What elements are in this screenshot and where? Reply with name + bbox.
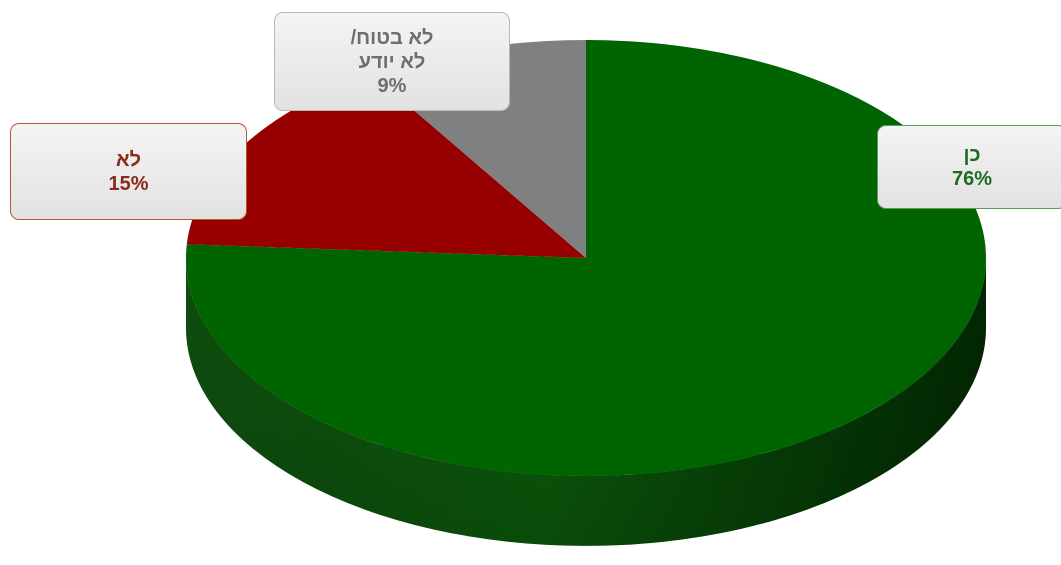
data-label-no: לא 15%: [10, 123, 247, 220]
data-label-yes: כן 76%: [877, 125, 1061, 209]
slice-yes-side-shade: [186, 258, 986, 546]
slice-value-unsure: 9%: [377, 74, 407, 97]
slice-no: [186, 73, 586, 258]
pie-side-wall: [186, 258, 986, 546]
data-label-unsure: לא בטוח/ לא יודע 9%: [274, 12, 510, 111]
slice-label-no: לא: [115, 148, 142, 171]
slice-label-unsure-line1: לא בטוח/: [350, 26, 434, 49]
slice-value-no: 15%: [108, 172, 149, 195]
slice-label-unsure-line2: לא יודע: [358, 50, 426, 73]
slice-label-yes: כן: [963, 144, 981, 166]
slice-value-yes: 76%: [951, 168, 993, 190]
